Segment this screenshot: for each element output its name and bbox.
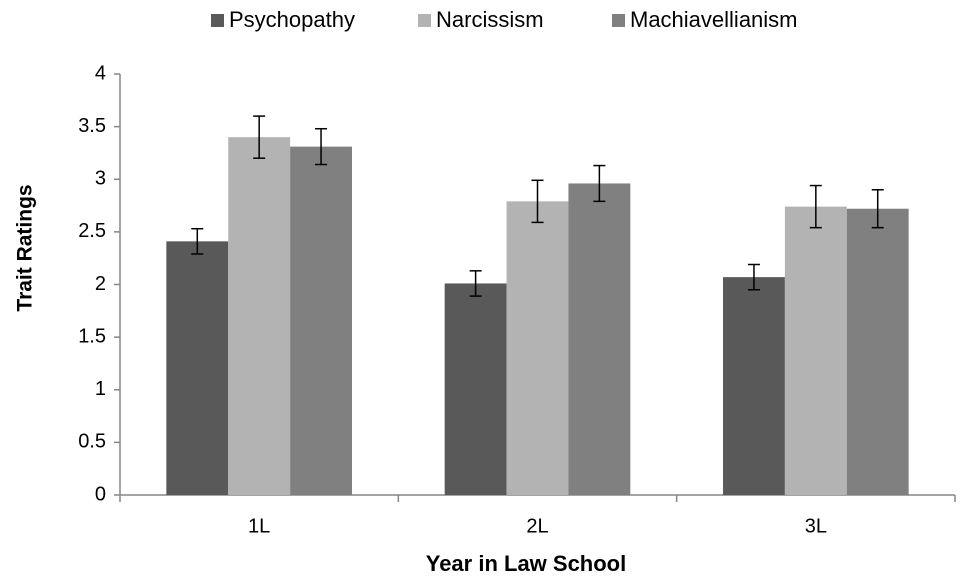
y-tick-label: 0 xyxy=(95,483,106,505)
y-tick-label: 0.5 xyxy=(78,431,106,453)
bar xyxy=(506,201,569,496)
y-tick-label: 3.5 xyxy=(78,115,106,137)
error-bar xyxy=(191,227,204,255)
y-tick-label: 1 xyxy=(95,378,106,400)
bar xyxy=(166,241,229,495)
legend-swatch xyxy=(418,14,431,27)
bar xyxy=(723,277,785,495)
bar xyxy=(568,183,631,495)
error-bar xyxy=(871,189,884,229)
y-axis-title: Trait Ratings xyxy=(14,184,37,311)
bar xyxy=(290,146,352,495)
legend-label: Machiavellianism xyxy=(630,7,798,32)
error-bar xyxy=(253,115,266,159)
legend-label: Narcissism xyxy=(436,7,544,32)
legend-swatch xyxy=(211,14,224,27)
error-bar xyxy=(747,263,760,291)
error-bar xyxy=(593,164,606,203)
y-tick-label: 2.5 xyxy=(78,220,106,242)
bar xyxy=(444,283,507,495)
error-bar xyxy=(315,127,328,166)
bar xyxy=(784,206,847,496)
error-bar xyxy=(809,184,822,229)
x-tick-label: 1L xyxy=(248,515,270,537)
x-tick-label: 3L xyxy=(805,515,827,537)
y-tick-label: 2 xyxy=(95,273,106,295)
x-axis-title: Year in Law School xyxy=(426,551,627,576)
error-bar xyxy=(531,179,544,224)
y-tick-label: 1.5 xyxy=(78,325,106,347)
bar xyxy=(846,208,909,495)
bar xyxy=(228,137,291,495)
x-tick-label: 2L xyxy=(526,515,548,537)
legend-swatch xyxy=(612,14,625,27)
y-tick-label: 4 xyxy=(95,62,106,84)
y-tick-label: 3 xyxy=(95,168,106,190)
error-bar xyxy=(469,270,482,297)
legend-label: Psychopathy xyxy=(229,7,355,32)
